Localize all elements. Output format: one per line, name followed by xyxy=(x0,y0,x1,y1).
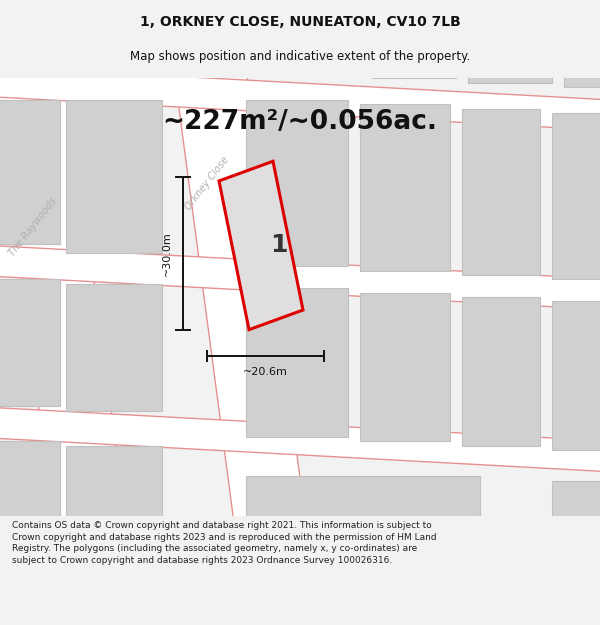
Text: 1: 1 xyxy=(270,234,288,258)
Polygon shape xyxy=(0,279,60,406)
Text: Contains OS data © Crown copyright and database right 2021. This information is : Contains OS data © Crown copyright and d… xyxy=(12,521,437,565)
Polygon shape xyxy=(66,446,162,538)
Polygon shape xyxy=(219,161,303,330)
Text: ~227m²/~0.056ac.: ~227m²/~0.056ac. xyxy=(163,109,437,135)
Polygon shape xyxy=(246,100,348,266)
Polygon shape xyxy=(552,113,600,279)
Polygon shape xyxy=(246,476,480,538)
Polygon shape xyxy=(246,26,360,74)
Polygon shape xyxy=(462,109,540,275)
Polygon shape xyxy=(168,26,312,568)
Text: Orkney Close: Orkney Close xyxy=(183,154,231,212)
Polygon shape xyxy=(0,26,132,568)
Polygon shape xyxy=(0,100,60,244)
Polygon shape xyxy=(552,481,600,538)
Polygon shape xyxy=(462,297,540,446)
Polygon shape xyxy=(66,100,162,253)
Text: The Raywoods: The Raywoods xyxy=(7,196,59,258)
Text: ~30.0m: ~30.0m xyxy=(162,231,172,276)
Polygon shape xyxy=(0,65,600,131)
Polygon shape xyxy=(0,441,60,538)
Text: Map shows position and indicative extent of the property.: Map shows position and indicative extent… xyxy=(130,50,470,62)
Polygon shape xyxy=(360,292,450,441)
Text: ~20.6m: ~20.6m xyxy=(243,367,288,377)
Polygon shape xyxy=(246,288,348,437)
Polygon shape xyxy=(372,26,456,78)
Polygon shape xyxy=(564,26,600,87)
Polygon shape xyxy=(468,26,552,82)
Polygon shape xyxy=(552,301,600,450)
Polygon shape xyxy=(66,284,162,411)
Text: 1, ORKNEY CLOSE, NUNEATON, CV10 7LB: 1, ORKNEY CLOSE, NUNEATON, CV10 7LB xyxy=(140,15,460,29)
Polygon shape xyxy=(0,406,600,472)
Polygon shape xyxy=(360,104,450,271)
Polygon shape xyxy=(66,26,162,65)
Polygon shape xyxy=(0,244,600,310)
